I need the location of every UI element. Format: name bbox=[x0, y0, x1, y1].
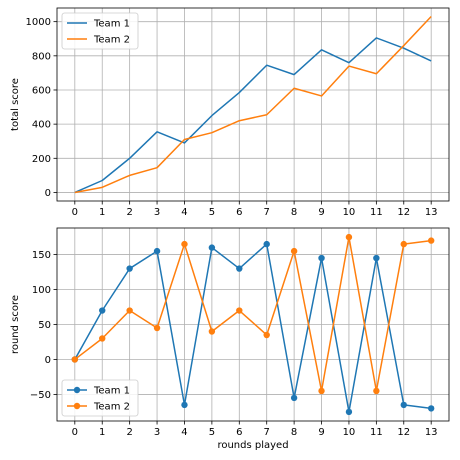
legend-box bbox=[61, 12, 139, 50]
legend: Team 1 Team 2 bbox=[61, 379, 139, 417]
series-line-team-2 bbox=[74, 236, 432, 392]
data-point-team-1 bbox=[318, 254, 325, 262]
y-tick-label: 200 bbox=[32, 154, 51, 165]
plot-frame bbox=[56, 7, 450, 202]
x-tick-label: 1 bbox=[99, 427, 105, 438]
x-tick-label: 7 bbox=[264, 427, 270, 438]
x-tick-label: 6 bbox=[236, 427, 242, 438]
data-point-team-2 bbox=[153, 324, 161, 332]
y-axis-label: round score bbox=[10, 295, 21, 354]
legend-label-team-1: Team 1 bbox=[93, 386, 130, 397]
x-tick-label: 3 bbox=[154, 207, 160, 218]
x-tick-label: 10 bbox=[343, 207, 356, 218]
legend-marker-team-2 bbox=[73, 402, 81, 410]
y-tick-label: 150 bbox=[32, 250, 51, 261]
series-line-team-2 bbox=[74, 16, 432, 194]
x-tick-label: 5 bbox=[209, 207, 215, 218]
x-tick-label: 12 bbox=[397, 207, 410, 218]
x-tick-label: 5 bbox=[209, 427, 215, 438]
data-point-team-2 bbox=[181, 240, 188, 248]
data-point-team-2 bbox=[126, 307, 133, 314]
plot-frame bbox=[56, 227, 450, 422]
series-line-team-1 bbox=[74, 37, 432, 194]
x-tick-label: 13 bbox=[425, 427, 438, 438]
y-axis-label: total score bbox=[10, 78, 21, 131]
x-tick-label: 13 bbox=[425, 207, 438, 218]
y-tick-label: 400 bbox=[32, 120, 51, 131]
legend-label-team-2: Team 2 bbox=[93, 402, 130, 413]
y-tick-label: 50 bbox=[38, 320, 51, 331]
x-tick-label: 9 bbox=[318, 207, 324, 218]
data-point-team-2 bbox=[263, 331, 270, 339]
x-tick-label: 11 bbox=[370, 427, 383, 438]
x-tick-label: 3 bbox=[154, 427, 160, 438]
y-tick-label: 800 bbox=[32, 51, 51, 62]
data-point-team-2 bbox=[427, 237, 435, 244]
data-point-team-1 bbox=[236, 265, 243, 272]
x-tick-label: 4 bbox=[181, 427, 187, 438]
legend-label-team-2: Team 2 bbox=[93, 35, 130, 46]
x-tick-label: 8 bbox=[291, 427, 297, 438]
x-tick-label: 10 bbox=[343, 427, 356, 438]
data-point-team-1 bbox=[427, 405, 435, 412]
data-point-team-1 bbox=[126, 265, 133, 272]
data-point-team-1 bbox=[181, 401, 188, 409]
data-point-team-2 bbox=[345, 233, 353, 241]
legend: Team 1 Team 2 bbox=[61, 12, 139, 50]
y-tick-label: 100 bbox=[32, 285, 51, 296]
data-point-team-1 bbox=[290, 394, 298, 402]
legend-box bbox=[61, 379, 139, 417]
x-tick-label: 12 bbox=[397, 427, 410, 438]
legend-marker-team-1 bbox=[73, 386, 81, 394]
x-tick-label: 6 bbox=[236, 207, 242, 218]
data-point-team-2 bbox=[208, 328, 216, 335]
data-point-team-2 bbox=[290, 247, 298, 255]
y-tick-label: 0 bbox=[45, 188, 51, 199]
y-tick-label: 1000 bbox=[26, 17, 51, 28]
x-tick-label: 8 bbox=[291, 207, 297, 218]
chart-panel-1: 0 1 2 3 4 5 6 7 8 9 10 11 12 1302004006008001000total… bbox=[10, 7, 450, 218]
data-point-team-2 bbox=[236, 307, 243, 314]
data-point-team-2 bbox=[373, 387, 380, 395]
data-point-team-2 bbox=[400, 240, 407, 248]
data-point-team-1 bbox=[400, 401, 407, 409]
data-point-team-1 bbox=[99, 307, 106, 314]
x-tick-label: 0 bbox=[72, 427, 78, 438]
y-tick-label: −50 bbox=[30, 390, 51, 401]
legend-label-team-1: Team 1 bbox=[93, 19, 130, 30]
data-point-team-1 bbox=[263, 240, 270, 248]
data-point-team-2 bbox=[318, 387, 325, 395]
data-point-team-1 bbox=[345, 408, 353, 416]
x-tick-label: 1 bbox=[99, 207, 105, 218]
x-tick-label: 2 bbox=[126, 427, 132, 438]
y-tick-label: 0 bbox=[45, 355, 51, 366]
data-point-team-1 bbox=[373, 254, 380, 262]
y-tick-label: 600 bbox=[32, 85, 51, 96]
x-tick-label: 4 bbox=[181, 207, 187, 218]
x-tick-label: 9 bbox=[318, 427, 324, 438]
x-tick-label: 0 bbox=[72, 207, 78, 218]
series-line-team-1 bbox=[74, 243, 432, 413]
data-point-team-1 bbox=[153, 247, 161, 255]
x-axis-label: rounds played bbox=[217, 440, 288, 451]
x-tick-label: 2 bbox=[126, 207, 132, 218]
x-tick-label: 11 bbox=[370, 207, 383, 218]
data-point-team-1 bbox=[208, 244, 216, 251]
x-tick-label: 7 bbox=[264, 207, 270, 218]
data-point-team-2 bbox=[71, 356, 79, 363]
data-point-team-2 bbox=[99, 335, 106, 342]
